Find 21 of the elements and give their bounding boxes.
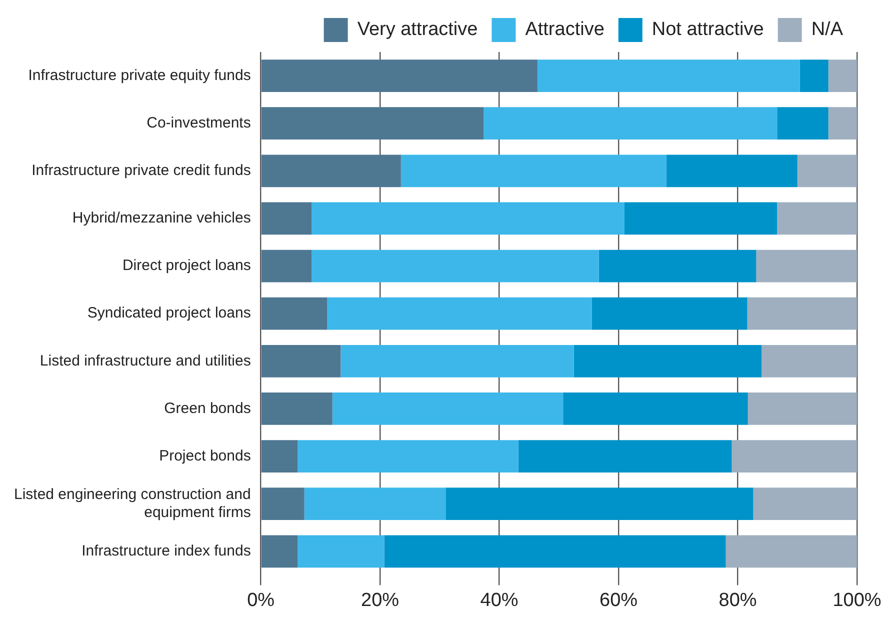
x-tick-label: 40% xyxy=(480,590,518,611)
y-tick-label: Infrastructure private credit funds xyxy=(32,162,251,180)
y-tick-label: Green bonds xyxy=(164,400,251,417)
legend-label: Very attractive xyxy=(357,19,478,40)
x-tick-label: 0% xyxy=(247,590,275,611)
y-tick-label: Listed infrastructure and utilities xyxy=(40,352,251,370)
x-tick-label: 100% xyxy=(832,590,882,611)
y-tick-label: Syndicated project loans xyxy=(87,304,251,322)
y-tick-label: Direct project loans xyxy=(122,257,251,274)
y-tick-label: Listed engineering construction and equipment firms xyxy=(14,486,251,521)
legend-label: N/A xyxy=(811,19,844,40)
y-tick-label: Infrastructure private equity funds xyxy=(28,66,251,84)
y-tick-label: Hybrid/mezzanine vehicles xyxy=(72,210,251,227)
y-tick-label: Infrastructure index funds xyxy=(82,542,251,560)
x-tick-label: 80% xyxy=(718,590,757,611)
legend-label: Attractive xyxy=(525,19,604,40)
y-tick-label: Co-investments xyxy=(146,114,251,132)
y-tick-label: Project bonds xyxy=(159,447,251,464)
x-tick-label: 60% xyxy=(600,590,638,611)
x-tick-label: 20% xyxy=(361,590,400,611)
legend-label: Not attractive xyxy=(652,19,764,40)
